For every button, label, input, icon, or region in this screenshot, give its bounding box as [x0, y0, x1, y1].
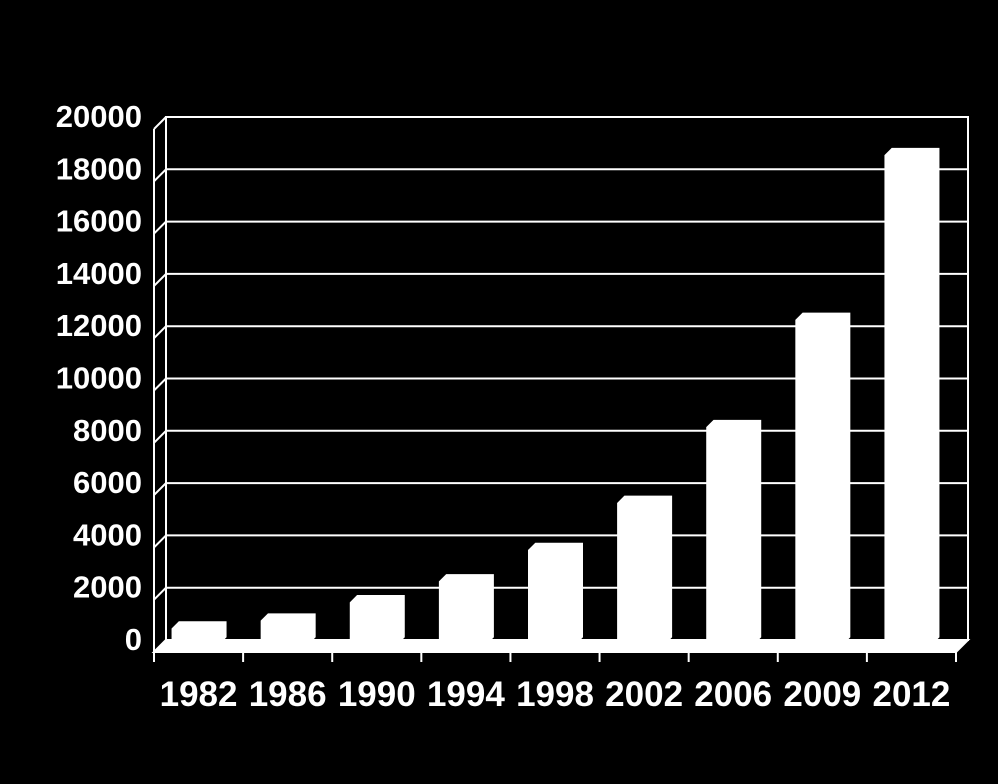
y-axis-tick-20000: [153, 116, 167, 130]
y-axis-tick-14000: [153, 273, 167, 287]
bar-1990: [349, 595, 405, 645]
x-tick-label: 2002: [605, 675, 683, 714]
y-tick-label: 8000: [73, 413, 142, 448]
y-axis-tick-12000: [153, 325, 167, 339]
x-tick-label: 1994: [427, 675, 505, 714]
bar-1986: [260, 613, 316, 645]
y-tick-label: 10000: [56, 361, 142, 396]
x-tick-label: 2006: [694, 675, 772, 714]
axes: [151, 116, 971, 662]
y-axis-tick-6000: [153, 482, 167, 496]
x-tick-label: 1986: [249, 675, 327, 714]
x-tick-label: 1982: [160, 675, 238, 714]
bar-1982: [171, 621, 227, 645]
y-axis-tick-2000: [153, 586, 167, 601]
y-axis-tick-18000: [153, 168, 167, 183]
y-tick-label: 18000: [56, 151, 142, 186]
y-tick-labels: 0 2000 4000 6000 8000 10000 12000 14000 16000 180…: [56, 99, 142, 657]
bars: [171, 147, 940, 645]
x-tick-label: 2012: [873, 675, 951, 714]
x-tick-labels: 1982 1986 1990 1994 1998 2002 2006 2009 2012: [160, 675, 951, 714]
y-tick-label: 20000: [56, 99, 142, 134]
y-tick-label: 16000: [56, 204, 142, 239]
bar-2006: [706, 419, 762, 645]
y-axis-tick-8000: [153, 430, 167, 444]
y-tick-label: 12000: [56, 308, 142, 343]
bar-1994: [438, 574, 494, 645]
y-tick-label: 0: [125, 622, 142, 657]
y-tick-label: 6000: [73, 465, 142, 500]
x-tick-label: 2009: [783, 675, 861, 714]
y-tick-label: 2000: [73, 570, 142, 605]
bar-2012: [884, 147, 940, 645]
bar-1998: [528, 542, 583, 645]
y-tick-label: 4000: [73, 517, 142, 552]
y-axis-tick-4000: [153, 534, 167, 549]
y-tick-label: 14000: [56, 256, 142, 291]
bar-2002: [617, 495, 673, 645]
y-axis-tick-16000: [153, 220, 167, 235]
y-axis-tick-10000: [153, 377, 167, 392]
x-tick-label: 1990: [338, 675, 416, 714]
bar-2009: [795, 312, 851, 645]
x-tick-label: 1998: [516, 675, 594, 714]
